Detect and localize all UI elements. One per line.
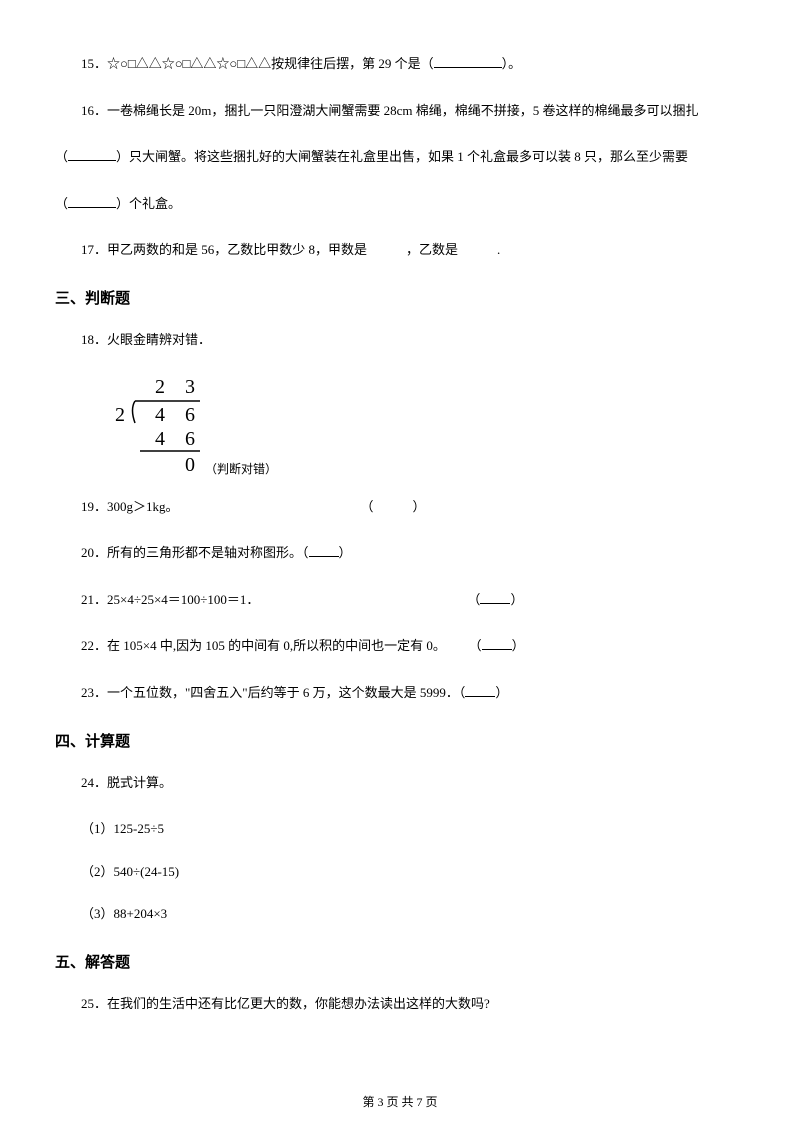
- q-text: ．300g＞1kg。 （ ）: [94, 499, 426, 514]
- q-text: ．一卷棉绳长是 20m，捆扎一只阳澄湖大闸蟹需要 28cm 棉绳，棉绳不拼接，5…: [94, 103, 699, 118]
- q-text: ．在我们的生活中还有比亿更大的数，你能想办法读出这样的大数吗?: [94, 996, 490, 1011]
- svg-text:（判断对错）: （判断对错）: [205, 461, 277, 476]
- question-17: 17．甲乙两数的和是 56，乙数比甲数少 8，甲数是 ，乙数是 .: [55, 236, 745, 265]
- svg-text:2: 2: [115, 404, 125, 426]
- q-num: 20: [81, 545, 94, 560]
- long-division-diagram: 2 3 2 4 6 4 6 0 （判断对错）: [100, 373, 745, 488]
- question-20: 20．所有的三角形都不是轴对称图形。（ ）: [55, 539, 745, 568]
- q-text: （: [55, 196, 68, 211]
- q-num: 24: [81, 775, 94, 790]
- svg-text:4: 4: [155, 428, 165, 450]
- section-4-heading: 四、计算题: [55, 730, 745, 751]
- q-text: ．25×4÷25×4＝100÷100＝1． （: [94, 592, 480, 607]
- q24-sub2: （2）540÷(24-15): [55, 858, 745, 887]
- question-23: 23．一个五位数，"四舍五入"后约等于 6 万，这个数最大是 5999．（ ）: [55, 679, 745, 708]
- q-text-end: ）: [512, 638, 525, 653]
- q-text: ）个礼盒。: [116, 196, 181, 211]
- svg-text:4: 4: [155, 404, 165, 426]
- q24-sub1: （1）125-25÷5: [55, 815, 745, 844]
- question-21: 21．25×4÷25×4＝100÷100＝1． （ ）: [55, 586, 745, 615]
- page-footer: 第 3 页 共 7 页: [0, 1093, 800, 1110]
- q-text-end: ）: [495, 685, 508, 700]
- blank: [480, 590, 510, 604]
- question-24: 24．脱式计算。: [55, 769, 745, 798]
- q-num: 16: [81, 103, 94, 118]
- blank: [434, 54, 502, 68]
- question-25: 25．在我们的生活中还有比亿更大的数，你能想办法读出这样的大数吗?: [55, 990, 745, 1019]
- question-16-line2: （ ）只大闸蟹。将这些捆扎好的大闸蟹装在礼盒里出售，如果 1 个礼盒最多可以装 8…: [55, 143, 745, 172]
- svg-text:2: 2: [155, 376, 165, 398]
- question-16-line1: 16．一卷棉绳长是 20m，捆扎一只阳澄湖大闸蟹需要 28cm 棉绳，棉绳不拼接…: [55, 97, 745, 126]
- q-text: ．一个五位数，"四舍五入"后约等于 6 万，这个数最大是 5999．（: [94, 685, 465, 700]
- question-22: 22．在 105×4 中,因为 105 的中间有 0,所以积的中间也一定有 0。…: [55, 632, 745, 661]
- section-3-heading: 三、判断题: [55, 287, 745, 308]
- q-text: ）只大闸蟹。将这些捆扎好的大闸蟹装在礼盒里出售，如果 1 个礼盒最多可以装 8 …: [116, 149, 688, 164]
- blank: [309, 543, 339, 557]
- q-num: 22: [81, 638, 94, 653]
- question-18: 18．火眼金睛辨对错．: [55, 326, 745, 355]
- q-text-end: ）: [510, 592, 523, 607]
- svg-text:0: 0: [185, 454, 195, 476]
- q-num: 15: [81, 56, 94, 71]
- q-num: 17: [81, 242, 94, 257]
- question-16-line3: （ ）个礼盒。: [55, 190, 745, 219]
- q-text-end: ）: [339, 545, 352, 560]
- q-num: 21: [81, 592, 94, 607]
- q-text: ．所有的三角形都不是轴对称图形。（: [94, 545, 309, 560]
- blank: [465, 683, 495, 697]
- q-text-end: ）。: [502, 56, 522, 71]
- q-num: 25: [81, 996, 94, 1011]
- question-15: 15．☆○□△△☆○□△△☆○□△△按规律往后摆，第 29 个是（ ）。: [55, 50, 745, 79]
- q-num: 23: [81, 685, 94, 700]
- q-num: 18: [81, 332, 94, 347]
- svg-text:6: 6: [185, 428, 195, 450]
- blank: [482, 636, 512, 650]
- q24-sub3: （3）88+204×3: [55, 900, 745, 929]
- svg-text:3: 3: [185, 376, 195, 398]
- blank: [68, 147, 116, 161]
- svg-text:6: 6: [185, 404, 195, 426]
- blank: [68, 194, 116, 208]
- q-text: ．☆○□△△☆○□△△☆○□△△按规律往后摆，第 29 个是（: [94, 56, 434, 71]
- q-num: 19: [81, 499, 94, 514]
- q-text: ．脱式计算。: [94, 775, 172, 790]
- q-text: （: [55, 149, 68, 164]
- q-text: ．在 105×4 中,因为 105 的中间有 0,所以积的中间也一定有 0。 （: [94, 638, 482, 653]
- q-text: ．火眼金睛辨对错．: [94, 332, 211, 347]
- q-text: ．甲乙两数的和是 56，乙数比甲数少 8，甲数是 ，乙数是 .: [94, 242, 500, 257]
- section-5-heading: 五、解答题: [55, 951, 745, 972]
- question-19: 19．300g＞1kg。 （ ）: [55, 493, 745, 522]
